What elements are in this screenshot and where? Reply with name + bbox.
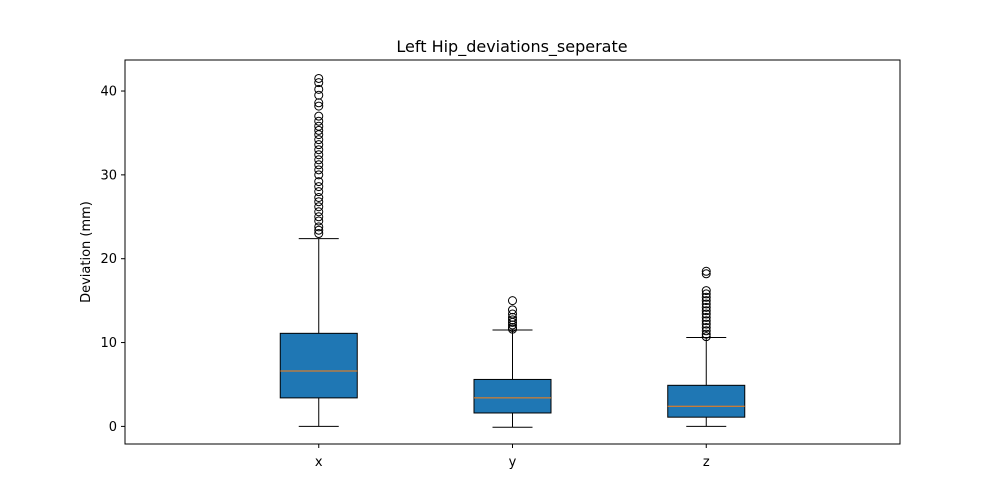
outlier-point: [701, 309, 711, 319]
box-x: [279, 332, 358, 399]
outlier-point: [314, 145, 324, 155]
outlier-point: [314, 111, 324, 121]
outlier-point: [314, 222, 324, 232]
outlier-point: [508, 309, 517, 319]
outlier-point: [508, 305, 517, 315]
outlier-point: [701, 266, 711, 276]
box-y: [473, 378, 552, 414]
outlier-point: [314, 73, 324, 83]
outlier-point: [314, 84, 324, 94]
outlier-point: [314, 212, 324, 222]
y-tick-label: 30: [100, 168, 117, 183]
outlier-point: [314, 207, 324, 217]
y-tick-label: 40: [100, 85, 117, 100]
y-tick-label: 20: [100, 252, 117, 267]
outlier-point: [508, 315, 517, 325]
outlier-point: [701, 329, 711, 339]
outlier-point: [701, 316, 711, 326]
box-z: [667, 384, 746, 418]
outlier-point: [314, 101, 324, 111]
outlier-point: [314, 193, 324, 203]
outlier-point: [701, 292, 711, 302]
y-tick-label: 10: [100, 336, 117, 351]
outlier-point: [701, 332, 711, 342]
outlier-point: [701, 312, 711, 322]
chart-title: Left Hip_deviations_seperate: [396, 37, 627, 57]
y-tick-label: 0: [109, 420, 117, 435]
plot-frame: [124, 59, 901, 445]
outlier-point: [314, 121, 324, 131]
outlier-point: [314, 140, 324, 150]
outlier-point: [314, 160, 324, 170]
outlier-point: [314, 116, 324, 126]
outlier-point: [314, 165, 324, 175]
outlier-point: [701, 302, 711, 312]
outlier-point: [314, 155, 324, 165]
outlier-point: [314, 125, 324, 135]
outlier-point: [314, 177, 324, 187]
outlier-point: [701, 306, 711, 316]
y-axis-label: Deviation (mm): [79, 201, 94, 303]
outlier-point: [701, 296, 711, 306]
outlier-point: [314, 197, 324, 207]
outlier-point: [701, 299, 711, 309]
outlier-point: [314, 187, 324, 197]
x-tick-label: x: [315, 455, 323, 470]
outlier-point: [701, 326, 711, 336]
outlier-point: [314, 229, 324, 239]
outlier-point: [314, 135, 324, 145]
outlier-point: [314, 202, 324, 212]
outlier-point: [314, 182, 324, 192]
outlier-point: [701, 289, 711, 299]
outlier-point: [508, 296, 517, 306]
outlier-point: [701, 319, 711, 329]
outlier-point: [701, 322, 711, 332]
plot-marks: 0 10 20 30 40 x y z: [100, 73, 746, 470]
outlier-point: [314, 90, 324, 100]
outlier-point: [314, 78, 324, 88]
outlier-point: [314, 216, 324, 226]
outlier-point: [701, 286, 711, 296]
outlier-point: [314, 150, 324, 160]
outlier-point: [314, 225, 324, 235]
x-tick-label: z: [703, 455, 710, 470]
x-tick-label: y: [509, 455, 517, 470]
outlier-point: [701, 269, 711, 279]
outlier-point: [314, 170, 324, 180]
